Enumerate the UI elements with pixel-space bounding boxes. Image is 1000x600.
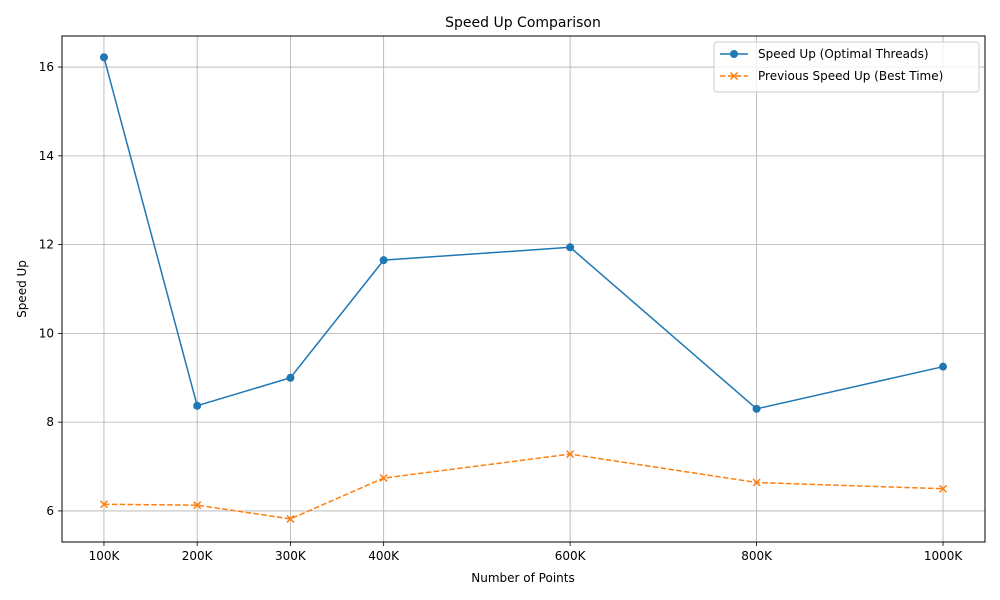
data-point — [752, 478, 761, 487]
y-tick-label: 10 — [39, 326, 54, 340]
chart-title: Speed Up Comparison — [445, 15, 601, 31]
legend-label-optimal: Speed Up (Optimal Threads) — [758, 47, 929, 61]
data-point — [286, 373, 295, 382]
data-point — [939, 484, 948, 493]
legend-box — [713, 41, 980, 93]
x-tick-label: 1000K — [924, 549, 964, 563]
data-point — [193, 401, 202, 410]
data-point — [752, 404, 761, 413]
data-point — [566, 450, 575, 459]
x-axis-title: Number of Points — [471, 571, 574, 585]
x-tick-label: 100K — [89, 549, 121, 563]
axis-ticks: 100K 200K 300K 400K 600K 800K 1000K 6 8 10 12 14 16 — [39, 60, 964, 563]
data-point — [379, 474, 388, 483]
data-point — [99, 500, 108, 509]
plot-area — [61, 35, 986, 543]
x-tick-label: 600K — [555, 549, 587, 563]
x-tick-label: 300K — [275, 549, 307, 563]
legend-label-previous: Previous Speed Up (Best Time) — [758, 69, 943, 83]
data-point — [193, 501, 202, 510]
data-point — [99, 53, 108, 62]
legend-marker-optimal — [730, 50, 738, 58]
data-point — [379, 256, 388, 265]
series-line-0 — [103, 57, 944, 410]
grid — [62, 36, 985, 542]
data-point — [939, 362, 948, 371]
series-layer — [99, 53, 948, 523]
y-tick-label: 14 — [39, 149, 54, 163]
y-tick-label: 12 — [39, 238, 54, 252]
x-tick-label: 200K — [182, 549, 214, 563]
data-point — [566, 243, 575, 252]
x-tick-label: 800K — [741, 549, 773, 563]
y-tick-label: 6 — [46, 504, 54, 518]
y-tick-label: 8 — [46, 415, 54, 429]
data-point — [286, 514, 295, 523]
x-tick-label: 400K — [368, 549, 400, 563]
legend-marker-previous — [729, 71, 739, 81]
legend: Speed Up (Optimal Threads) Previous Spee… — [713, 41, 980, 93]
series-line-1 — [103, 453, 944, 520]
y-tick-label: 16 — [39, 60, 54, 74]
y-axis-title: Speed Up — [15, 260, 29, 318]
